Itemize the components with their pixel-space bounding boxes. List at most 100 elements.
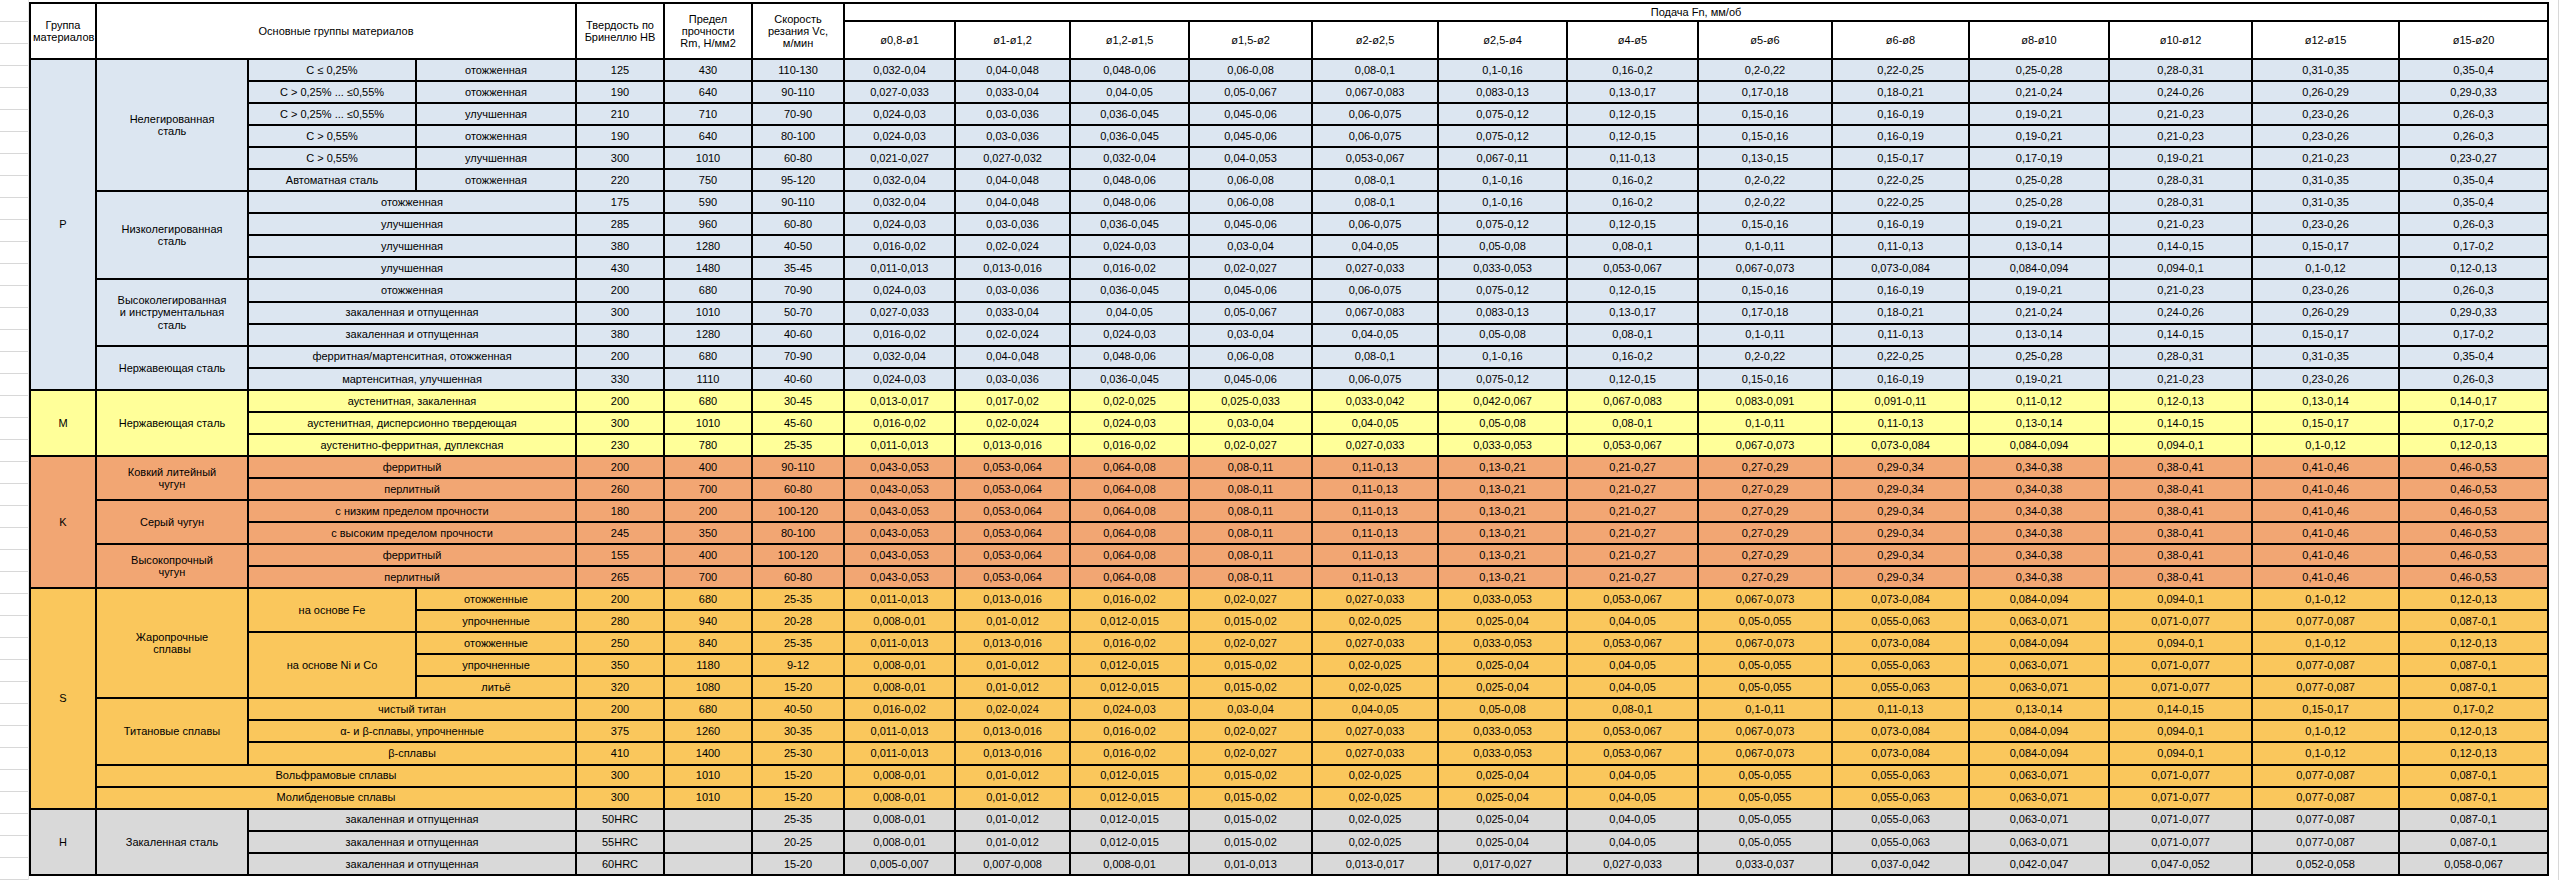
feed-value-cell[interactable]: 0,008-0,01 bbox=[844, 787, 955, 809]
feed-value-cell[interactable]: 0,094-0,1 bbox=[2109, 742, 2252, 764]
feed-value-cell[interactable]: 0,087-0,1 bbox=[2399, 765, 2548, 787]
feed-value-cell[interactable]: 0,043-0,053 bbox=[844, 500, 955, 522]
cell[interactable]: с высоким пределом прочности bbox=[248, 522, 576, 544]
feed-value-cell[interactable]: 0,036-0,045 bbox=[1070, 213, 1189, 235]
cell[interactable]: 350 bbox=[576, 654, 664, 676]
feed-value-cell[interactable]: 0,26-0,3 bbox=[2399, 213, 2548, 235]
feed-value-cell[interactable]: 0,075-0,12 bbox=[1438, 368, 1567, 390]
cell[interactable]: чистый титан bbox=[248, 698, 576, 720]
feed-value-cell[interactable]: 0,13-0,21 bbox=[1438, 478, 1567, 500]
cell[interactable]: 40-60 bbox=[752, 324, 844, 346]
feed-value-cell[interactable]: 0,015-0,02 bbox=[1189, 610, 1312, 632]
feed-value-cell[interactable]: 0,008-0,01 bbox=[844, 676, 955, 698]
cell[interactable]: 1010 bbox=[664, 302, 752, 324]
feed-value-cell[interactable]: 0,21-0,27 bbox=[1567, 478, 1698, 500]
cell[interactable]: на основе Ni и Co bbox=[248, 632, 416, 698]
cell[interactable]: 110-130 bbox=[752, 59, 844, 81]
feed-value-cell[interactable]: 0,05-0,067 bbox=[1189, 81, 1312, 103]
feed-value-cell[interactable]: 0,13-0,14 bbox=[1969, 698, 2109, 720]
feed-value-cell[interactable]: 0,14-0,15 bbox=[2109, 324, 2252, 346]
cell[interactable]: закаленная и отпущенная bbox=[248, 809, 576, 831]
material-group-cell[interactable]: Нержавеющая сталь bbox=[96, 346, 248, 390]
feed-value-cell[interactable]: 0,11-0,13 bbox=[1312, 478, 1438, 500]
feed-value-cell[interactable]: 0,021-0,027 bbox=[844, 147, 955, 169]
feed-value-cell[interactable]: 0,075-0,12 bbox=[1438, 213, 1567, 235]
feed-value-cell[interactable]: 0,055-0,063 bbox=[1832, 654, 1969, 676]
feed-value-cell[interactable]: 0,31-0,35 bbox=[2252, 59, 2399, 81]
feed-value-cell[interactable]: 0,25-0,28 bbox=[1969, 59, 2109, 81]
feed-value-cell[interactable]: 0,03-0,036 bbox=[955, 103, 1070, 125]
feed-value-cell[interactable]: 0,077-0,087 bbox=[2252, 676, 2399, 698]
material-group-cell[interactable]: Молибденовые сплавы bbox=[96, 787, 576, 809]
cell[interactable]: аустенитно-ферритная, дуплексная bbox=[248, 434, 576, 456]
feed-value-cell[interactable]: 0,12-0,13 bbox=[2399, 588, 2548, 610]
cell[interactable]: 300 bbox=[576, 787, 664, 809]
feed-value-cell[interactable]: 0,087-0,1 bbox=[2399, 787, 2548, 809]
cell[interactable]: 250 bbox=[576, 632, 664, 654]
feed-value-cell[interactable]: 0,048-0,06 bbox=[1070, 169, 1189, 191]
feed-value-cell[interactable]: 0,063-0,071 bbox=[1969, 654, 2109, 676]
cell[interactable]: 430 bbox=[576, 257, 664, 279]
feed-value-cell[interactable]: 0,08-0,11 bbox=[1189, 500, 1312, 522]
feed-value-cell[interactable]: 0,12-0,13 bbox=[2399, 742, 2548, 764]
cell[interactable]: отожженная bbox=[248, 279, 576, 301]
feed-value-cell[interactable]: 0,036-0,045 bbox=[1070, 368, 1189, 390]
feed-value-cell[interactable]: 0,063-0,071 bbox=[1969, 831, 2109, 853]
feed-value-cell[interactable]: 0,34-0,38 bbox=[1969, 500, 2109, 522]
cell[interactable]: 280 bbox=[576, 610, 664, 632]
feed-value-cell[interactable]: 0,02-0,027 bbox=[1189, 720, 1312, 742]
feed-value-cell[interactable]: 0,091-0,11 bbox=[1832, 390, 1969, 412]
feed-value-cell[interactable]: 0,13-0,15 bbox=[1698, 147, 1832, 169]
feed-value-cell[interactable]: 0,15-0,16 bbox=[1698, 125, 1832, 147]
feed-value-cell[interactable]: 0,024-0,03 bbox=[844, 103, 955, 125]
feed-value-cell[interactable]: 0,012-0,015 bbox=[1070, 809, 1189, 831]
cell[interactable]: улучшенная bbox=[416, 103, 576, 125]
feed-value-cell[interactable]: 0,015-0,02 bbox=[1189, 676, 1312, 698]
feed-value-cell[interactable]: 0,41-0,46 bbox=[2252, 456, 2399, 478]
feed-value-cell[interactable]: 0,04-0,05 bbox=[1567, 787, 1698, 809]
cell[interactable]: 285 bbox=[576, 213, 664, 235]
feed-value-cell[interactable]: 0,04-0,05 bbox=[1070, 81, 1189, 103]
feed-value-cell[interactable]: 0,28-0,31 bbox=[2109, 346, 2252, 368]
feed-value-cell[interactable]: 0,17-0,2 bbox=[2399, 698, 2548, 720]
feed-value-cell[interactable]: 0,21-0,27 bbox=[1567, 522, 1698, 544]
group-letter-cell[interactable]: H bbox=[30, 809, 96, 875]
feed-value-cell[interactable]: 0,41-0,46 bbox=[2252, 500, 2399, 522]
feed-value-cell[interactable]: 0,02-0,024 bbox=[955, 235, 1070, 257]
feed-value-cell[interactable]: 0,08-0,11 bbox=[1189, 544, 1312, 566]
feed-value-cell[interactable]: 0,26-0,3 bbox=[2399, 125, 2548, 147]
feed-value-cell[interactable]: 0,17-0,18 bbox=[1698, 302, 1832, 324]
feed-value-cell[interactable]: 0,013-0,016 bbox=[955, 632, 1070, 654]
cell[interactable]: 180 bbox=[576, 500, 664, 522]
feed-value-cell[interactable]: 0,12-0,15 bbox=[1567, 279, 1698, 301]
feed-value-cell[interactable]: 0,38-0,41 bbox=[2109, 456, 2252, 478]
feed-value-cell[interactable]: 0,1-0,12 bbox=[2252, 632, 2399, 654]
feed-value-cell[interactable]: 0,12-0,15 bbox=[1567, 103, 1698, 125]
feed-value-cell[interactable]: 0,024-0,03 bbox=[1070, 235, 1189, 257]
feed-value-cell[interactable]: 0,02-0,024 bbox=[955, 412, 1070, 434]
feed-value-cell[interactable]: 0,084-0,094 bbox=[1969, 632, 2109, 654]
feed-value-cell[interactable]: 0,13-0,17 bbox=[1567, 302, 1698, 324]
feed-value-cell[interactable]: 0,03-0,04 bbox=[1189, 324, 1312, 346]
feed-value-cell[interactable]: 0,008-0,01 bbox=[1070, 853, 1189, 875]
feed-value-cell[interactable]: 0,02-0,025 bbox=[1070, 390, 1189, 412]
feed-value-cell[interactable]: 0,053-0,064 bbox=[955, 522, 1070, 544]
feed-value-cell[interactable]: 0,015-0,02 bbox=[1189, 809, 1312, 831]
feed-value-cell[interactable]: 0,077-0,087 bbox=[2252, 831, 2399, 853]
feed-value-cell[interactable]: 0,11-0,13 bbox=[1832, 324, 1969, 346]
feed-value-cell[interactable]: 0,048-0,06 bbox=[1070, 191, 1189, 213]
feed-value-cell[interactable]: 0,045-0,06 bbox=[1189, 279, 1312, 301]
feed-value-cell[interactable]: 0,21-0,27 bbox=[1567, 456, 1698, 478]
feed-value-cell[interactable]: 0,011-0,013 bbox=[844, 720, 955, 742]
material-group-cell[interactable]: Вольфрамовые сплавы bbox=[96, 765, 576, 787]
feed-value-cell[interactable]: 0,032-0,04 bbox=[844, 59, 955, 81]
feed-value-cell[interactable]: 0,08-0,11 bbox=[1189, 522, 1312, 544]
feed-value-cell[interactable]: 0,047-0,052 bbox=[2109, 853, 2252, 875]
feed-value-cell[interactable]: 0,024-0,03 bbox=[1070, 698, 1189, 720]
feed-value-cell[interactable]: 0,052-0,058 bbox=[2252, 853, 2399, 875]
feed-value-cell[interactable]: 0,024-0,03 bbox=[844, 125, 955, 147]
feed-value-cell[interactable]: 0,23-0,26 bbox=[2252, 213, 2399, 235]
feed-value-cell[interactable]: 0,027-0,033 bbox=[1312, 434, 1438, 456]
feed-value-cell[interactable]: 0,053-0,064 bbox=[955, 500, 1070, 522]
feed-value-cell[interactable]: 0,011-0,013 bbox=[844, 632, 955, 654]
